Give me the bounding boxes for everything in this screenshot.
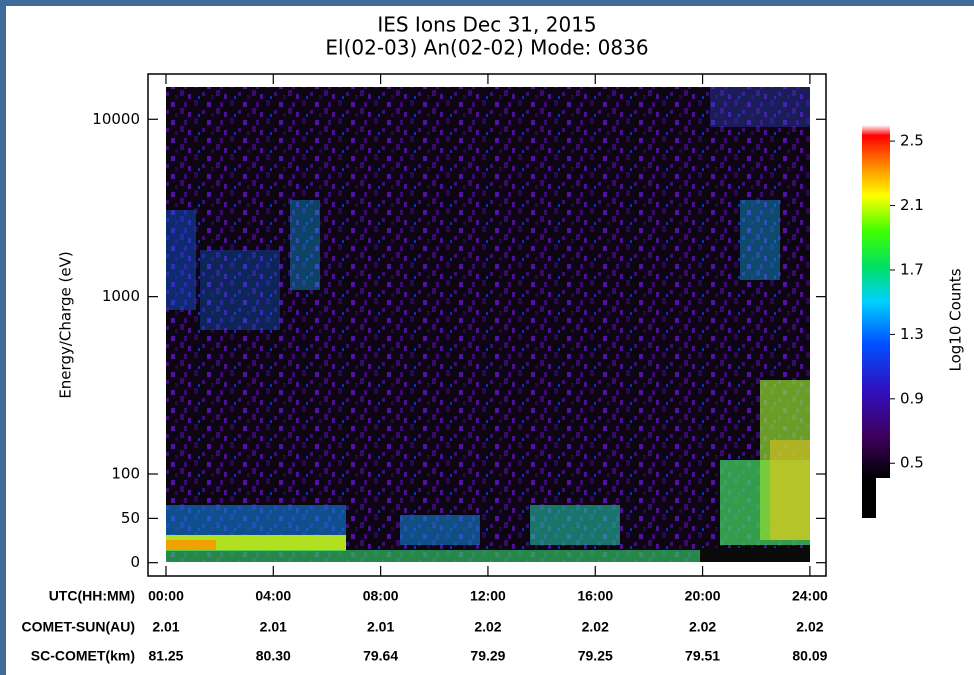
colorbar-tick-label: 0.9: [900, 389, 924, 407]
x-tick-label: 24:00: [792, 588, 828, 604]
ephemeris-value: 2.02: [582, 619, 609, 635]
ephemeris-value: 2.01: [367, 619, 394, 635]
chart-subtitle: El(02-03) An(02-02) Mode: 0836: [325, 36, 648, 60]
y-tick-label: 1000: [102, 287, 140, 305]
plot-frame: [147, 73, 827, 577]
colorbar: [862, 125, 890, 478]
ephemeris-value: 81.25: [148, 648, 183, 664]
x-tick-label: 20:00: [685, 588, 721, 604]
y-axis-label: Energy/Charge (eV): [57, 251, 75, 398]
y-tick-label: 10000: [92, 110, 140, 128]
ephemeris-value: 79.25: [578, 648, 613, 664]
colorbar-tick-label: 0.5: [900, 454, 924, 472]
x-axis-label: UTC(HH:MM): [49, 588, 135, 604]
y-tick-label: 50: [121, 509, 140, 527]
ephemeris-value: 2.01: [260, 619, 287, 635]
ephemeris-value: 2.02: [689, 619, 716, 635]
ephemeris-value: 79.29: [470, 648, 505, 664]
ephemeris-value: 79.51: [685, 648, 720, 664]
ephemeris-value: 2.02: [474, 619, 501, 635]
y-tick-label: 100: [111, 465, 140, 483]
colorbar-tick-label: 2.1: [900, 196, 924, 214]
x-tick-label: 04:00: [255, 588, 291, 604]
ephemeris-label: COMET-SUN(AU): [21, 619, 135, 635]
x-tick-label: 00:00: [148, 588, 184, 604]
chart-title: IES Ions Dec 31, 2015: [377, 13, 596, 37]
colorbar-tick-label: 2.5: [900, 132, 924, 150]
x-tick-label: 08:00: [363, 588, 399, 604]
x-tick-label: 12:00: [470, 588, 506, 604]
colorbar-label: Log10 Counts: [947, 268, 965, 371]
ephemeris-value: 80.30: [256, 648, 291, 664]
ephemeris-value: 79.64: [363, 648, 398, 664]
colorbar-tick-label: 1.7: [900, 260, 924, 278]
ephemeris-value: 2.01: [152, 619, 179, 635]
y-tick-label: 0: [130, 553, 140, 571]
ephemeris-value: 2.02: [796, 619, 823, 635]
colorbar-foot: [862, 478, 876, 518]
x-tick-label: 16:00: [577, 588, 613, 604]
colorbar-tick-label: 1.3: [900, 325, 924, 343]
ephemeris-label: SC-COMET(km): [31, 648, 135, 664]
spectrogram-image: [166, 87, 810, 562]
ephemeris-value: 80.09: [792, 648, 827, 664]
